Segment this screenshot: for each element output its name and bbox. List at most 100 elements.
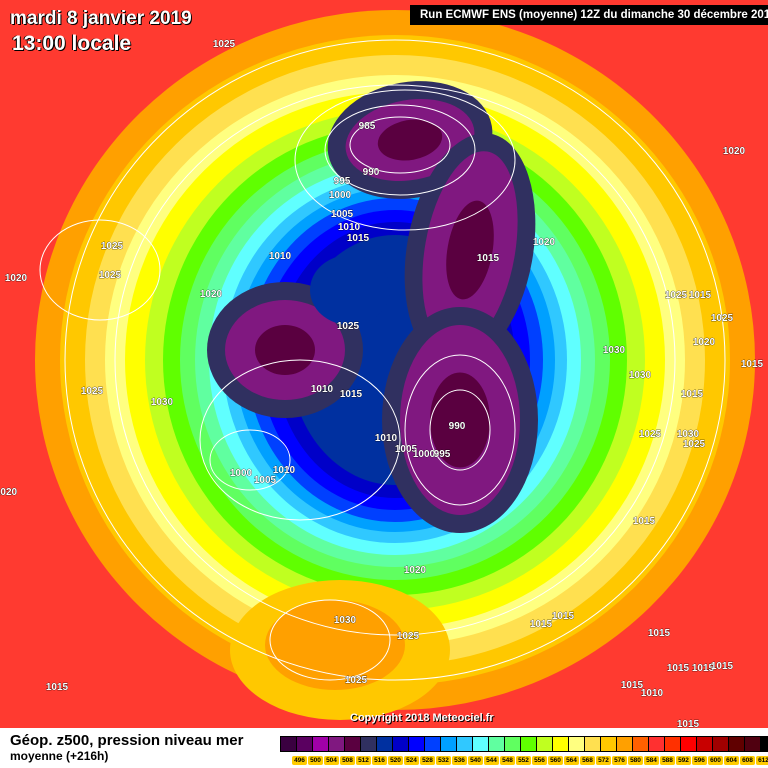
color-scale-label: 532 <box>436 756 451 765</box>
isobar-label: 1025 <box>397 631 420 642</box>
color-swatch <box>601 737 617 751</box>
isobar-label: 1015 <box>552 611 575 622</box>
isobar-label: 1020 <box>0 487 18 498</box>
map-title: Géop. z500, pression niveau mer <box>10 732 244 749</box>
color-swatch <box>505 737 521 751</box>
color-scale-label: 524 <box>404 756 419 765</box>
color-swatch <box>649 737 665 751</box>
color-scale-label: 516 <box>372 756 387 765</box>
isobar-label: 1000 <box>329 190 352 201</box>
contour-fill <box>265 600 405 690</box>
isobar-label: 1000 <box>413 449 436 460</box>
isobar-label: 1020 <box>723 146 746 157</box>
isobar-label: 1025 <box>101 241 124 252</box>
isobar-label: 1020 <box>404 565 427 576</box>
color-swatch <box>569 737 585 751</box>
isobar-label: 1015 <box>677 719 700 728</box>
color-scale-label: 540 <box>468 756 483 765</box>
isobar-label: 1030 <box>151 397 174 408</box>
isobar-label: 1015 <box>46 682 69 693</box>
isobar-label: 1030 <box>629 370 652 381</box>
color-scale-label: 568 <box>580 756 595 765</box>
color-swatch <box>361 737 377 751</box>
isobar-label: 1015 <box>741 359 764 370</box>
isobar-label: 985 <box>359 121 376 132</box>
isobar-label: 1015 <box>648 628 671 639</box>
isobar-label: 1015 <box>530 619 553 630</box>
copyright: Copyright 2018 Meteociel.fr <box>350 712 494 724</box>
isobar-label: 1000 <box>230 468 253 479</box>
color-scale-label: 504 <box>324 756 339 765</box>
color-scale-label: 572 <box>596 756 611 765</box>
color-swatch <box>329 737 345 751</box>
color-scale-label: 576 <box>612 756 627 765</box>
color-swatch <box>729 737 745 751</box>
isobar-label: 1005 <box>395 444 418 455</box>
color-scale-label: 600 <box>708 756 723 765</box>
color-swatch <box>585 737 601 751</box>
isobar-lines <box>39 39 726 681</box>
color-swatch <box>681 737 697 751</box>
contour-fill <box>430 372 490 468</box>
isobar <box>349 116 451 174</box>
color-scale-label: 596 <box>692 756 707 765</box>
color-scale <box>280 736 768 752</box>
isobar-label: 1015 <box>633 516 656 527</box>
color-scale-label: 556 <box>532 756 547 765</box>
color-swatch <box>281 737 297 751</box>
color-scale-labels: 496 500 504 508 512 516 520 524 528 532 536 540 544 5… <box>292 756 768 765</box>
color-scale-label: 588 <box>660 756 675 765</box>
isobar <box>209 429 291 491</box>
isobar-label: 1020 <box>200 289 223 300</box>
isobar <box>199 359 401 521</box>
color-swatch <box>457 737 473 751</box>
color-swatch <box>697 737 713 751</box>
run-info: Run ECMWF ENS (moyenne) 12Z du dimanche … <box>410 5 768 25</box>
contour-fill <box>446 200 494 300</box>
isobar-label: 1020 <box>693 337 716 348</box>
isobar-label: 1025 <box>665 290 688 301</box>
isobar-label: 1015 <box>692 663 715 674</box>
geopotential-fills <box>0 0 768 728</box>
color-scale-label: 560 <box>548 756 563 765</box>
color-swatch <box>489 737 505 751</box>
isobar-label: 1025 <box>639 429 662 440</box>
color-swatch <box>377 737 393 751</box>
color-swatch <box>473 737 489 751</box>
isobar-label: 990 <box>363 167 380 178</box>
color-swatch <box>297 737 313 751</box>
isobar-label: 1015 <box>711 661 734 672</box>
isobar-label: 1010 <box>641 688 664 699</box>
isobar-label: 1010 <box>311 384 334 395</box>
isobar-label: 1020 <box>533 237 556 248</box>
isobar-label: 1005 <box>254 475 277 486</box>
color-swatch <box>393 737 409 751</box>
color-scale-label: 608 <box>740 756 755 765</box>
isobar-label: 1025 <box>711 313 734 324</box>
color-swatch <box>761 737 768 751</box>
color-scale-label: 612 <box>756 756 768 765</box>
color-scale-label: 496 <box>292 756 307 765</box>
contour-fill <box>255 325 315 375</box>
color-scale-label: 520 <box>388 756 403 765</box>
isobar-label: 1015 <box>347 233 370 244</box>
color-scale-label: 592 <box>676 756 691 765</box>
isobar <box>294 89 516 231</box>
isobar-label: 1015 <box>621 680 644 691</box>
isobar-label: 1020 <box>5 273 28 284</box>
color-swatch <box>425 737 441 751</box>
color-swatch <box>617 737 633 751</box>
color-swatch <box>553 737 569 751</box>
map-subtitle: moyenne (+216h) <box>10 749 109 763</box>
color-swatch <box>745 737 761 751</box>
isobar <box>114 84 676 636</box>
color-swatch <box>409 737 425 751</box>
color-scale-label: 564 <box>564 756 579 765</box>
isobar-label: 1010 <box>269 251 292 262</box>
isobar-label: 1025 <box>213 39 236 50</box>
isobar-label: 1015 <box>689 290 712 301</box>
isobar <box>39 219 161 321</box>
isobar <box>429 389 491 471</box>
contour-fill <box>310 255 390 325</box>
